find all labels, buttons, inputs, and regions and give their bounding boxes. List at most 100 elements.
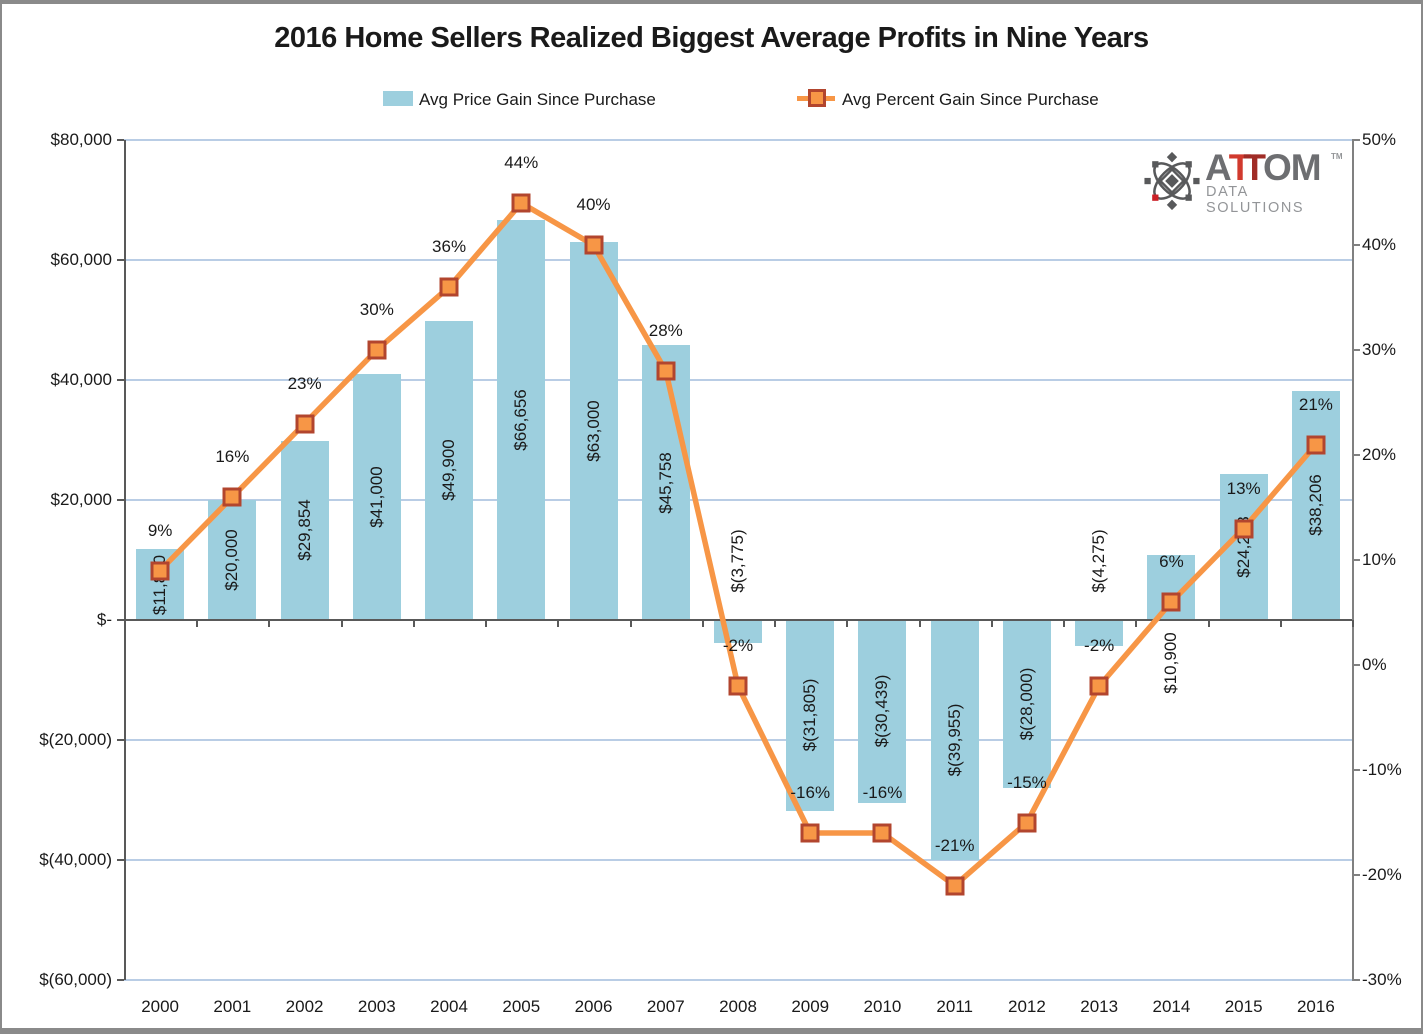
line-marker-icon [367, 340, 387, 360]
line-marker-icon [295, 414, 315, 433]
percent-value-label: -21% [934, 835, 975, 855]
x-axis-label: 2012 [1008, 997, 1046, 1016]
y-axis-tick [117, 499, 124, 501]
percent-value-label: 44% [504, 153, 539, 172]
percent-value-label: 40% [576, 195, 611, 214]
y-axis-tick [117, 619, 124, 621]
category-axis-tick [990, 620, 993, 627]
y-axis-tick [117, 739, 124, 741]
y-axis-label: $80,000 [50, 130, 112, 149]
attom-logo-wordmark: ATTOM [1205, 147, 1322, 189]
right-axis-tick [1352, 559, 1360, 561]
chart-title: 2016 Home Sellers Realized Biggest Avera… [274, 22, 1149, 54]
bar-value-label: $(31,805) [800, 679, 820, 752]
bar-value-label: $41,000 [366, 466, 386, 528]
right-axis-tick [1352, 769, 1360, 771]
percent-value-label: 9% [147, 520, 173, 540]
percent-value-label: 6% [1159, 552, 1184, 571]
bar-value-label: $(4,275) [1089, 529, 1109, 593]
bar-value-label: $(30,439) [872, 674, 892, 748]
bar-value-label: $38,206 [1305, 474, 1325, 537]
category-axis-tick [1063, 620, 1066, 627]
bar-value-label: $(3,775) [728, 529, 747, 593]
line-marker-icon [1017, 813, 1037, 832]
x-axis-label: 2009 [791, 997, 830, 1016]
bar-value-label: $49,900 [439, 439, 459, 502]
line-marker-icon [872, 823, 892, 843]
category-axis-line [124, 619, 1352, 621]
bar-value-label: $29,854 [294, 499, 314, 562]
category-axis-tick [124, 620, 126, 627]
right-axis-line [1352, 140, 1354, 980]
gridline [124, 259, 1352, 261]
logo-letter-t2: T [1243, 147, 1266, 188]
category-axis-tick [629, 620, 632, 627]
right-axis-label: 30% [1362, 340, 1397, 359]
right-axis-tick [1352, 244, 1360, 246]
x-axis-label: 2010 [863, 997, 902, 1016]
percent-value-label: 16% [215, 447, 250, 466]
legend-line-label: Avg Percent Gain Since Purchase [842, 90, 1099, 109]
right-axis-label: -30% [1362, 970, 1402, 989]
line-marker-icon [1161, 592, 1181, 612]
category-axis-tick [268, 620, 271, 627]
right-axis-tick [1352, 874, 1360, 876]
y-axis-label: $(60,000) [39, 970, 112, 989]
bar-value-label: $63,000 [583, 400, 603, 462]
category-axis-tick [1279, 620, 1282, 627]
line-marker-icon [150, 561, 170, 580]
category-axis-tick [774, 620, 777, 627]
bar-value-label: $66,656 [511, 389, 531, 451]
right-axis-tick [1352, 979, 1360, 981]
y-axis-tick [117, 859, 124, 861]
gridline [124, 979, 1352, 981]
legend-line-marker-icon [808, 89, 826, 107]
x-axis-label: 2005 [502, 997, 541, 1016]
category-axis-tick [340, 620, 343, 627]
category-axis-tick [918, 620, 921, 627]
percent-value-label: 30% [359, 300, 394, 319]
right-axis-label: 40% [1362, 235, 1397, 254]
x-axis-label: 2001 [213, 997, 252, 1016]
category-axis-tick [1207, 620, 1210, 627]
legend-bar-label: Avg Price Gain Since Purchase [419, 90, 656, 109]
line-marker-icon [656, 361, 676, 381]
line-marker-icon [222, 487, 242, 507]
x-axis-label: 2004 [430, 997, 468, 1016]
attom-logo-subtitle: DATA SOLUTIONS [1206, 184, 1305, 216]
y-axis-tick [117, 979, 124, 981]
right-axis-label: 10% [1362, 550, 1397, 569]
category-axis-tick [1135, 620, 1138, 627]
category-axis-tick [1352, 620, 1354, 627]
percent-value-label: -16% [862, 783, 903, 802]
right-axis-label: 20% [1362, 445, 1397, 464]
gridline [124, 139, 1352, 141]
x-axis-label: 2006 [574, 997, 613, 1016]
right-axis-tick [1352, 349, 1360, 351]
line-marker-icon [1234, 519, 1254, 538]
x-axis-label: 2016 [1296, 997, 1335, 1016]
x-axis-label: 2007 [646, 997, 685, 1016]
x-axis-label: 2015 [1224, 997, 1263, 1016]
x-axis-label: 2014 [1152, 997, 1191, 1016]
bar-value-label: $20,000 [222, 529, 242, 591]
percent-value-label: 36% [432, 237, 467, 256]
legend-bar-swatch [383, 91, 413, 106]
y-axis-label: $40,000 [50, 370, 112, 389]
line-marker-icon [439, 277, 459, 297]
x-axis-label: 2000 [141, 997, 180, 1016]
category-axis-tick [196, 620, 199, 627]
line-marker-icon [800, 823, 820, 843]
category-axis-tick [846, 620, 849, 627]
right-axis-label: 50% [1362, 130, 1397, 149]
logo-letter-a: A [1205, 147, 1232, 188]
percent-value-label: -16% [790, 783, 831, 802]
bar-value-label: $10,900 [1161, 632, 1181, 694]
y-axis-tick [117, 379, 124, 381]
right-axis-tick [1352, 454, 1360, 456]
x-axis-label: 2003 [357, 997, 396, 1016]
right-axis-label: 0% [1362, 655, 1387, 674]
y-axis-label: $(40,000) [39, 850, 112, 869]
x-axis-label: 2011 [936, 997, 973, 1016]
y-axis-tick [117, 139, 124, 141]
